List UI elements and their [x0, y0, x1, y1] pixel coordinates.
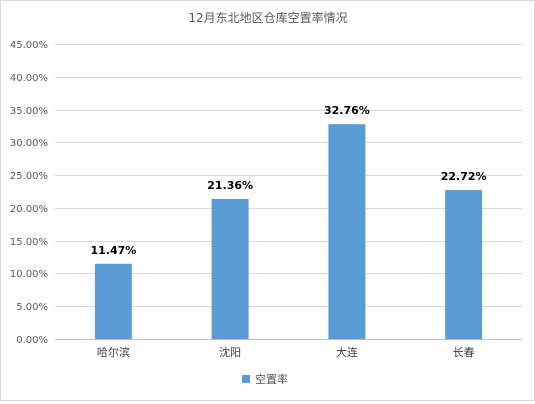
y-tick-label: 20.00% — [10, 204, 48, 215]
y-tick-label: 45.00% — [10, 40, 48, 51]
y-tick-label: 25.00% — [10, 171, 48, 182]
gridlines — [55, 44, 522, 340]
chart-title: 12月东北地区仓库空置率情况 — [188, 10, 347, 25]
bar — [94, 263, 132, 339]
x-category-label: 沈阳 — [219, 345, 241, 359]
bar — [445, 190, 483, 339]
x-category-label: 大连 — [336, 345, 358, 359]
data-label: 22.72% — [441, 170, 487, 183]
bars — [94, 124, 483, 339]
y-tick-label: 35.00% — [10, 106, 48, 117]
data-label: 32.76% — [324, 104, 370, 117]
y-tick-label: 30.00% — [10, 138, 48, 149]
y-tick-label: 5.00% — [16, 302, 48, 313]
legend: 空置率 — [242, 372, 288, 386]
bar — [211, 199, 249, 339]
data-labels: 11.47% 21.36% 32.76% 22.72% — [90, 104, 486, 257]
y-tick-label: 10.00% — [10, 269, 48, 280]
x-category-label: 哈尔滨 — [97, 345, 130, 359]
data-label: 11.47% — [90, 244, 136, 257]
legend-label: 空置率 — [255, 372, 288, 386]
x-axis-categories: 哈尔滨 沈阳 大连 长春 — [97, 345, 475, 359]
y-tick-label: 15.00% — [10, 237, 48, 248]
bar — [328, 124, 366, 339]
legend-swatch — [242, 375, 250, 383]
y-tick-label: 40.00% — [10, 73, 48, 84]
y-tick-label: 0.00% — [16, 335, 48, 346]
data-label: 21.36% — [207, 179, 253, 192]
y-axis-ticks: 0.00% 5.00% 10.00% 15.00% 20.00% 25.00% 30.00%… — [10, 40, 48, 346]
x-category-label: 长春 — [453, 346, 475, 359]
